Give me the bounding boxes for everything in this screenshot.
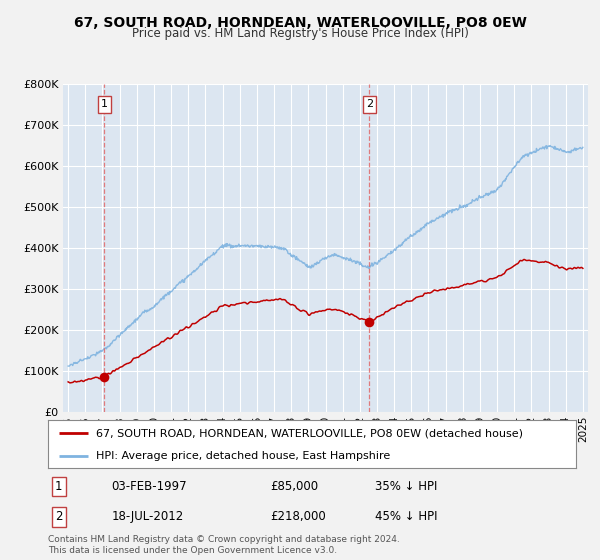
Text: 18-JUL-2012: 18-JUL-2012 (112, 510, 184, 524)
Text: HPI: Average price, detached house, East Hampshire: HPI: Average price, detached house, East… (95, 451, 390, 461)
Text: 03-FEB-1997: 03-FEB-1997 (112, 480, 187, 493)
Text: 35% ↓ HPI: 35% ↓ HPI (376, 480, 438, 493)
Text: 2: 2 (365, 100, 373, 109)
Text: 67, SOUTH ROAD, HORNDEAN, WATERLOOVILLE, PO8 0EW (detached house): 67, SOUTH ROAD, HORNDEAN, WATERLOOVILLE,… (95, 428, 523, 438)
Text: 2: 2 (55, 510, 62, 524)
Text: 45% ↓ HPI: 45% ↓ HPI (376, 510, 438, 524)
Text: 67, SOUTH ROAD, HORNDEAN, WATERLOOVILLE, PO8 0EW: 67, SOUTH ROAD, HORNDEAN, WATERLOOVILLE,… (74, 16, 526, 30)
Text: Contains HM Land Registry data © Crown copyright and database right 2024.
This d: Contains HM Land Registry data © Crown c… (48, 535, 400, 555)
Text: Price paid vs. HM Land Registry's House Price Index (HPI): Price paid vs. HM Land Registry's House … (131, 27, 469, 40)
Text: £218,000: £218,000 (270, 510, 326, 524)
Text: 1: 1 (55, 480, 62, 493)
Text: £85,000: £85,000 (270, 480, 318, 493)
Text: 1: 1 (101, 100, 107, 109)
